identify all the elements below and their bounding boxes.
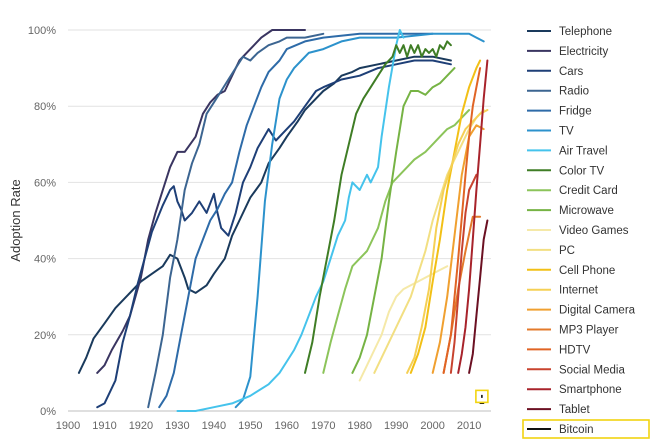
bitcoin-highlight xyxy=(475,389,489,404)
legend-label: MP3 Player xyxy=(559,325,619,337)
x-tick-label: 2010 xyxy=(457,420,481,432)
series-color-tv xyxy=(304,40,452,374)
legend-label: Cell Phone xyxy=(559,265,615,277)
series-telephone xyxy=(77,55,452,374)
y-tick-label: 40% xyxy=(34,254,56,266)
x-tick-label: 1950 xyxy=(238,420,262,432)
y-axis: 0% 20% 40% 60% 80% 100% xyxy=(28,25,56,418)
series-smartphone xyxy=(457,59,489,374)
legend-label: Color TV xyxy=(559,165,604,177)
legend-label: Electricity xyxy=(559,46,608,58)
x-tick-label: 1910 xyxy=(92,420,116,432)
legend-label: Smartphone xyxy=(559,384,622,396)
legend-label: Radio xyxy=(559,86,589,98)
series-video-games xyxy=(358,265,449,382)
legend-label: PC xyxy=(559,245,575,257)
series-radio xyxy=(147,32,325,409)
legend-label: Fridge xyxy=(559,106,592,118)
series-fridge xyxy=(158,32,434,409)
series-hdtv xyxy=(442,67,482,374)
legend-label: Tablet xyxy=(559,404,590,416)
x-axis: 1900 1910 1920 1930 1940 1950 1960 1970 1980 1990… xyxy=(56,420,482,432)
legend-label: Microwave xyxy=(559,205,614,217)
y-tick-label: 80% xyxy=(34,101,56,113)
legend-label: Credit Card xyxy=(559,185,618,197)
legend-label: Cars xyxy=(559,66,584,78)
legend-label: Telephone xyxy=(559,26,612,38)
series-cars xyxy=(96,59,452,409)
x-tick-label: 1900 xyxy=(56,420,80,432)
x-tick-label: 1970 xyxy=(311,420,335,432)
y-axis-label: Adoption Rate xyxy=(8,179,23,261)
x-tick-label: 1940 xyxy=(202,420,226,432)
x-tick-label: 1990 xyxy=(384,420,408,432)
y-tick-label: 0% xyxy=(40,406,56,418)
x-tick-label: 1960 xyxy=(275,420,299,432)
x-tick-label: 1920 xyxy=(129,420,153,432)
legend-label: Social Media xyxy=(559,364,625,376)
x-tick-label: 1980 xyxy=(347,420,371,432)
legend: Telephone Electricity Cars Radio Fridge TV Air… xyxy=(522,26,650,439)
series-tv xyxy=(234,32,485,409)
x-tick-label: 2000 xyxy=(420,420,444,432)
series-social-media xyxy=(449,173,478,374)
legend-label: Air Travel xyxy=(559,145,608,157)
legend-label: HDTV xyxy=(559,344,591,356)
y-tick-label: 20% xyxy=(34,330,56,342)
y-tick-label: 100% xyxy=(28,25,56,37)
bitcoin-point xyxy=(481,394,483,398)
legend-label: Video Games xyxy=(559,225,629,237)
series-cell-phone xyxy=(409,59,482,374)
legend-label: Bitcoin xyxy=(559,424,594,436)
series-pc xyxy=(373,109,485,374)
series-lines xyxy=(77,29,489,412)
series-credit-card xyxy=(322,109,471,374)
bitcoin-highlight-box xyxy=(475,389,489,404)
series-air-travel xyxy=(176,29,405,412)
x-tick-label: 1930 xyxy=(165,420,189,432)
legend-label: Digital Camera xyxy=(559,305,636,317)
series-tablet xyxy=(468,219,489,374)
legend-highlight-box xyxy=(522,419,650,439)
series-internet xyxy=(406,109,489,374)
legend-label: Internet xyxy=(559,285,599,297)
series-microwave xyxy=(351,67,456,374)
legend-label: TV xyxy=(559,126,574,138)
grid-lines xyxy=(68,29,491,412)
series-digital-camera xyxy=(431,124,485,374)
y-tick-label: 60% xyxy=(34,177,56,189)
